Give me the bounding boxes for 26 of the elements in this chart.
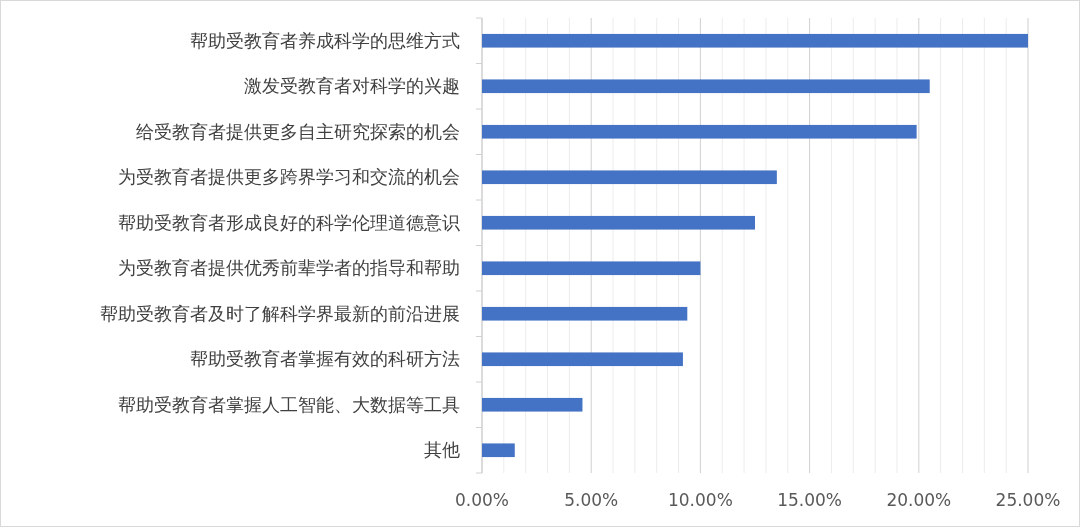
bar: [482, 397, 583, 412]
x-tick-label: 0.00%: [454, 490, 510, 510]
y-tick-label: 为受教育者提供优秀前辈学者的指导和帮助: [118, 257, 460, 279]
bar: [482, 352, 683, 367]
y-tick-label: 帮助受教育者及时了解科学界最新的前沿进展: [100, 302, 460, 324]
y-tick-label: 帮助受教育者养成科学的思维方式: [190, 29, 460, 51]
bar: [482, 261, 701, 276]
y-tick-label: 帮助受教育者形成良好的科学伦理道德意识: [118, 211, 460, 233]
bar: [482, 33, 1028, 48]
y-tick-label: 其他: [424, 439, 460, 461]
x-tick-label: 10.00%: [667, 490, 733, 510]
bar: [482, 79, 930, 94]
x-tick-label: 20.00%: [886, 490, 952, 510]
y-tick-label: 帮助受教育者掌握人工智能、大数据等工具: [118, 393, 460, 415]
bar: [482, 306, 688, 321]
x-tick-label: 25.00%: [995, 490, 1061, 510]
x-tick-label: 15.00%: [777, 490, 843, 510]
y-tick-label: 为受教育者提供更多跨界学习和交流的机会: [118, 166, 460, 188]
bar: [482, 215, 755, 230]
bar: [482, 443, 515, 458]
y-tick-label: 激发受教育者对科学的兴趣: [244, 75, 460, 97]
bar: [482, 170, 777, 185]
y-tick-label: 给受教育者提供更多自主研究探索的机会: [136, 120, 460, 142]
x-tick-label: 5.00%: [564, 490, 619, 510]
y-tick-label: 帮助受教育者掌握有效的科研方法: [190, 348, 460, 370]
bar: [482, 124, 917, 139]
